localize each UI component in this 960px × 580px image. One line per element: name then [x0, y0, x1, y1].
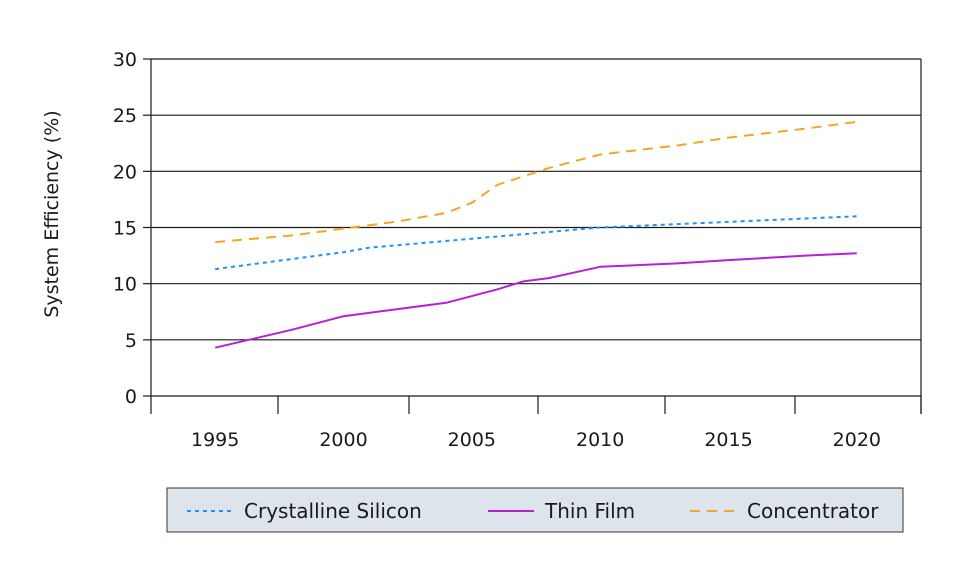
x-tick-label: 2020 — [833, 429, 881, 451]
series-lines — [214, 120, 857, 349]
legend-label: Concentrator — [747, 499, 879, 523]
x-tick-label: 2010 — [576, 429, 624, 451]
axes — [143, 58, 922, 414]
grid-lines — [151, 58, 921, 397]
series-line-crystalline-silicon — [215, 215, 857, 271]
x-tick-labels: 1995 2000 2005 2010 2015 2020 — [191, 429, 881, 451]
x-tick-label: 2015 — [704, 429, 752, 451]
legend-label: Thin Film — [544, 499, 635, 523]
y-tick-label: 0 — [125, 386, 137, 408]
y-tick-label: 5 — [125, 330, 137, 352]
legend: Crystalline Silicon Thin Film Concentrator — [166, 487, 904, 533]
y-tick-label: 20 — [113, 161, 137, 183]
legend-box — [166, 487, 904, 533]
y-tick-label: 30 — [113, 49, 137, 71]
legend-label: Crystalline Silicon — [244, 499, 422, 523]
y-axis-label: System Efficiency (%) — [41, 110, 63, 317]
y-tick-label: 25 — [113, 105, 137, 127]
x-tick-label: 2000 — [319, 429, 367, 451]
y-tick-label: 10 — [113, 274, 137, 296]
x-tick-label: 1995 — [191, 429, 239, 451]
y-tick-labels: 0 5 10 15 20 25 30 — [113, 49, 137, 408]
y-tick-label: 15 — [113, 218, 137, 240]
series-line-thin-film — [214, 252, 857, 349]
series-line-concentrator — [215, 120, 857, 244]
x-tick-label: 2005 — [448, 429, 496, 451]
